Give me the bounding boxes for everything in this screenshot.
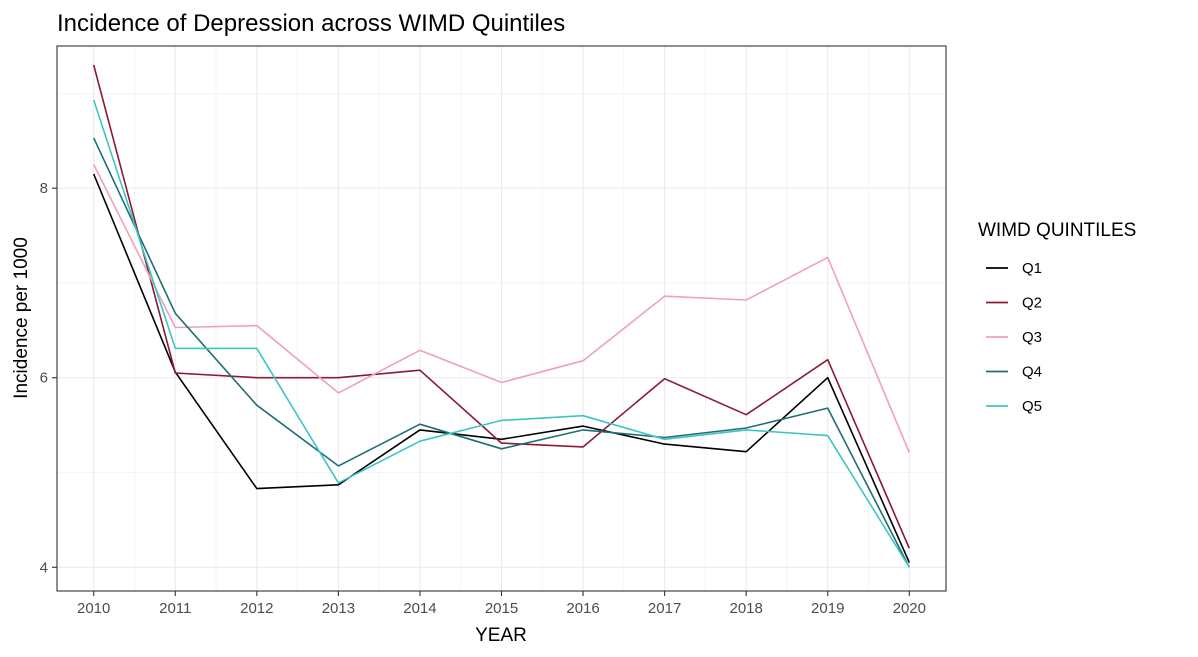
plot-area	[56, 45, 947, 592]
x-tick-label: 2010	[77, 600, 110, 617]
x-tick-label: 2016	[566, 600, 599, 617]
legend-label-q2: Q2	[1022, 295, 1042, 312]
series-line-q5	[92, 99, 910, 568]
legend-label-q3: Q3	[1022, 329, 1042, 346]
x-tick-label: 2012	[240, 600, 273, 617]
chart-title: Incidence of Depression across WIMD Quin…	[57, 10, 565, 37]
x-axis: 2010 2011 2012 2013 2014 2015 2016 2017 2018 2019…	[77, 591, 926, 617]
y-tick-label: 6	[40, 370, 48, 387]
major-gridlines	[57, 46, 946, 591]
x-tick-label: 2014	[403, 600, 436, 617]
x-tick-label: 2011	[159, 600, 191, 617]
series-line-q2	[92, 64, 911, 549]
y-tick-label: 4	[40, 559, 48, 576]
legend-label-q1: Q1	[1022, 260, 1042, 277]
y-tick-label: 8	[40, 180, 48, 197]
y-axis-title: Incidence per 1000	[11, 237, 32, 399]
series-lines	[92, 64, 911, 568]
x-tick-label: 2017	[648, 600, 681, 617]
x-tick-label: 2019	[811, 600, 844, 617]
legend-title: WIMD QUINTILES	[978, 220, 1136, 241]
series-line-q1	[92, 173, 911, 563]
legend: WIMD QUINTILES Q1 Q2 Q3 Q4 Q5	[978, 220, 1136, 415]
series-line-q3	[92, 164, 911, 453]
x-tick-label: 2018	[729, 600, 762, 617]
x-tick-label: 2020	[893, 600, 926, 617]
legend-label-q5: Q5	[1022, 398, 1042, 415]
series-line-q4	[92, 137, 911, 568]
x-axis-title: YEAR	[475, 625, 527, 646]
legend-items: Q1 Q2 Q3 Q4 Q5	[986, 260, 1042, 415]
x-tick-label: 2015	[485, 600, 518, 617]
x-tick-label: 2013	[322, 600, 355, 617]
legend-label-q4: Q4	[1022, 364, 1042, 381]
y-axis: 4 6 8	[40, 180, 57, 576]
